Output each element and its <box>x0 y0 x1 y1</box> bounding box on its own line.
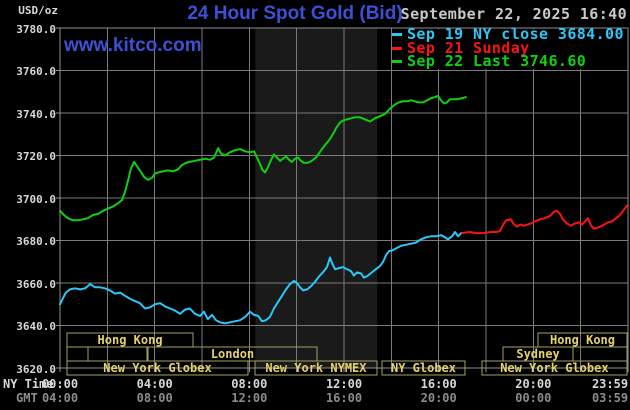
x-tick-gmt: 20:00 <box>420 391 457 405</box>
legend-line-swatch <box>392 46 402 50</box>
chart-title: 24 Hour Spot Gold (Bid) <box>187 3 403 24</box>
kitco-watermark-link[interactable]: www.kitco.com <box>64 35 202 56</box>
x-tick-ny-time: 04:00 <box>136 377 173 391</box>
x-tick-gmt: 04:00 <box>41 391 79 405</box>
y-axis-tick-label: 3740.0 <box>16 107 56 121</box>
x-tick-gmt: 16:00 <box>325 391 363 405</box>
y-axis-tick-label: 3680.0 <box>16 235 56 248</box>
x-tick-ny-time: 12:00 <box>325 377 363 391</box>
x-tick-ny-time: 23:59 <box>591 377 629 391</box>
session-label: Sydney <box>516 348 560 361</box>
legend-item-label: Sep 19 NY close 3684.00 <box>407 25 624 43</box>
session-label: NY Globex <box>390 362 456 375</box>
session-label: New York NYMEX <box>265 362 367 375</box>
x-tick-ny-time: 00:00 <box>41 377 79 391</box>
session-label: London <box>210 348 255 361</box>
x-tick-gmt: 12:00 <box>231 391 268 405</box>
y-axis-tick-label: 3700.0 <box>16 192 56 206</box>
y-axis-tick-label: 3620.0 <box>16 362 56 376</box>
session-label: Hong Kong <box>549 334 615 347</box>
legend-item-label: Sep 21 Sunday <box>407 38 530 57</box>
x-tick-ny-time: 16:00 <box>420 377 457 391</box>
y-axis-tick-label: 3780.0 <box>16 22 56 36</box>
session-label: New York Globex <box>103 362 212 375</box>
y-axis-tick-label: 3640.0 <box>16 320 56 333</box>
y-axis-tick-label: 3760.0 <box>16 65 56 78</box>
session-label: New York Globex <box>500 362 609 375</box>
legend-line-swatch <box>392 33 402 36</box>
session-label: Hong Kong <box>97 334 163 347</box>
ny-time-axis-label: NY Time <box>3 377 54 391</box>
x-tick-ny-time: 20:00 <box>515 377 552 391</box>
legend-line-swatch <box>392 60 402 64</box>
y-axis-tick-label: 3660.0 <box>16 277 56 291</box>
x-tick-gmt: 03:59 <box>591 391 629 405</box>
chart-timestamp: September 22, 2025 16:40 <box>400 5 627 23</box>
legend-item-label: Sep 22 Last 3746.60 <box>407 52 587 71</box>
gmt-axis-label: GMT <box>16 391 38 405</box>
y-axis-units-label: USD/oz <box>18 4 58 17</box>
x-tick-ny-time: 08:00 <box>231 377 268 391</box>
x-tick-gmt: 08:00 <box>136 391 173 405</box>
y-axis-tick-label: 3720.0 <box>16 150 56 163</box>
x-tick-gmt: 00:00 <box>515 391 552 405</box>
